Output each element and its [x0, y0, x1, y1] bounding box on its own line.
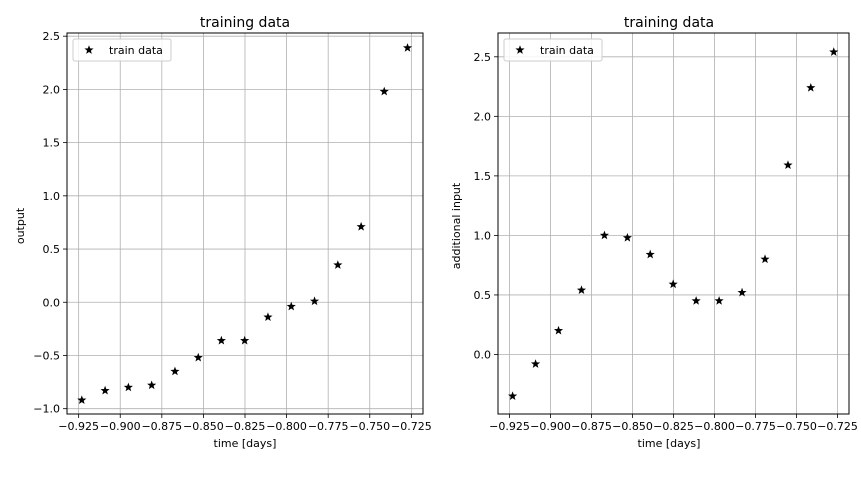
data-point: [147, 380, 157, 390]
data-point: [760, 254, 770, 264]
data-point: [333, 260, 343, 269]
ticks: −0.925 −0.900 −0.875 −0.850 −0.825 −0.800 −0.7…: [474, 51, 858, 433]
data-point: [123, 382, 133, 392]
y-tick-label: 2.5: [43, 30, 61, 43]
x-tick-label: −0.750: [776, 420, 817, 433]
data-point: [622, 232, 632, 242]
y-axis-label: additional input: [450, 182, 463, 269]
data-point: [531, 359, 541, 368]
legend: train data: [72, 38, 172, 62]
data-point: [286, 301, 296, 311]
data-points: [77, 43, 413, 405]
data-point: [402, 43, 413, 52]
x-tick-label: −0.875: [571, 420, 612, 433]
data-point: [263, 312, 273, 322]
y-tick-label: 0.5: [474, 289, 492, 302]
data-point: [645, 249, 655, 259]
data-point: [379, 86, 389, 96]
legend-label: train data: [109, 44, 163, 57]
x-tick-label: −0.925: [58, 420, 99, 433]
grid: [498, 33, 849, 414]
x-tick-label: −0.825: [653, 420, 694, 433]
data-point: [356, 221, 366, 231]
y-axis-label: output: [14, 207, 27, 244]
x-axis-label: time [days]: [638, 437, 701, 450]
x-tick-label: −0.825: [225, 420, 266, 433]
chart-panel-additional-input: training data time [days] additional inp…: [450, 15, 858, 450]
data-point: [714, 296, 724, 305]
y-tick-label: −0.5: [33, 349, 60, 362]
data-point: [783, 160, 793, 170]
data-point: [691, 296, 701, 305]
data-point: [193, 352, 203, 362]
x-tick-label: −0.900: [530, 420, 571, 433]
data-point: [553, 325, 564, 335]
y-tick-label: 1.0: [43, 190, 61, 203]
x-tick-label: −0.800: [266, 420, 307, 433]
data-point: [309, 296, 320, 306]
data-point: [508, 391, 518, 401]
y-tick-label: 1.5: [43, 137, 61, 150]
data-point: [576, 285, 587, 295]
y-tick-label: 2.0: [43, 83, 61, 96]
data-point: [216, 335, 226, 345]
x-tick-label: −0.725: [817, 420, 858, 433]
x-tick-label: −0.800: [694, 420, 735, 433]
legend-label: train data: [540, 44, 594, 57]
axes-frame: [497, 32, 850, 415]
y-tick-label: 2.5: [474, 51, 492, 64]
chart-title: training data: [200, 15, 290, 31]
legend-box: [503, 38, 603, 62]
y-tick-label: 2.0: [474, 110, 492, 123]
x-tick-label: −0.850: [183, 420, 224, 433]
x-tick-label: −0.900: [100, 420, 141, 433]
chart-title: training data: [624, 15, 714, 31]
data-point: [829, 47, 839, 56]
data-point: [170, 366, 180, 376]
data-point: [806, 82, 816, 92]
axes-frame: [66, 32, 424, 415]
y-tick-label: −1.0: [33, 403, 60, 416]
x-tick-label: −0.750: [349, 420, 390, 433]
y-tick-label: 0.5: [43, 243, 61, 256]
x-axis-label: time [days]: [214, 437, 277, 450]
ticks: −0.925 −0.900 −0.875 −0.850 −0.825 −0.800 −0.7…: [33, 30, 431, 433]
y-tick-label: 1.5: [474, 170, 492, 183]
data-point: [77, 395, 87, 405]
data-point: [240, 335, 250, 345]
x-tick-label: −0.850: [612, 420, 653, 433]
chart-panel-output: training data time [days] output −0.925−…: [14, 15, 432, 450]
x-tick-label: −0.875: [141, 420, 182, 433]
y-tick-label: 0.0: [43, 296, 61, 309]
legend: train data: [503, 38, 603, 62]
legend-box: [72, 38, 172, 62]
y-tick-label: 0.0: [474, 348, 492, 361]
legend-marker-star-icon: [515, 45, 525, 54]
data-point: [599, 230, 610, 240]
x-tick-label: −0.775: [308, 420, 349, 433]
data-points: [508, 47, 839, 401]
y-tick-label: 1.0: [474, 229, 492, 242]
x-tick-label: −0.775: [735, 420, 776, 433]
x-tick-label: −0.925: [489, 420, 530, 433]
data-point: [737, 287, 747, 297]
x-tick-label: −0.725: [391, 420, 432, 433]
data-point: [100, 385, 110, 395]
legend-marker-star-icon: [84, 45, 94, 54]
grid: [67, 33, 423, 414]
data-point: [668, 279, 678, 289]
